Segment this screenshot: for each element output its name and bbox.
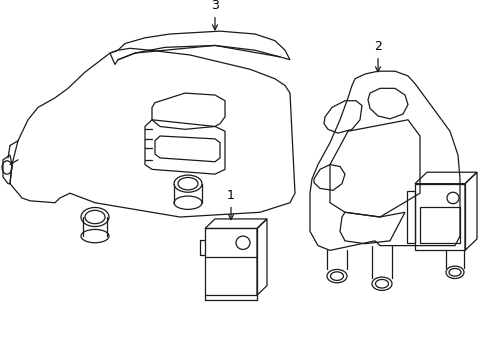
Text: 1: 1 [226,189,234,220]
Text: 3: 3 [211,0,219,30]
Text: 2: 2 [373,40,381,72]
